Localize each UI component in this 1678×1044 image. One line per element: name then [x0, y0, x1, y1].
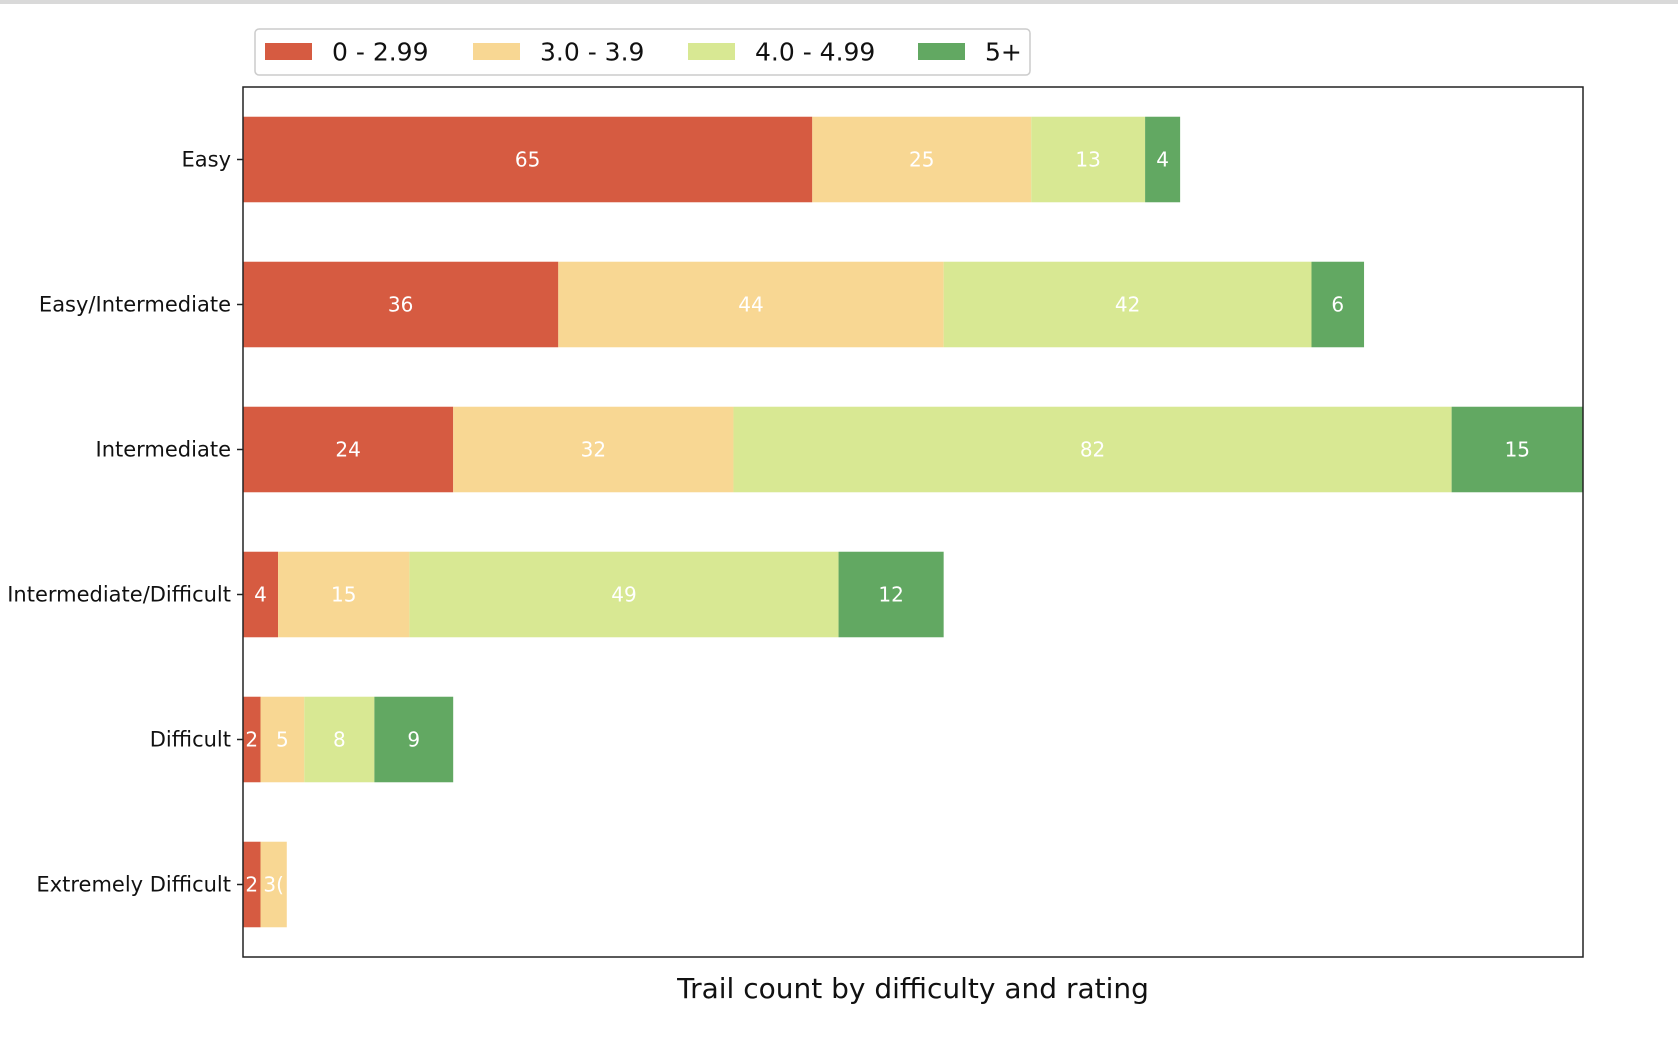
bar-segment — [1451, 406, 1583, 493]
bar-value-label: 9 — [407, 728, 420, 752]
bar-segment — [243, 551, 279, 638]
y-tick-label: Difficult — [150, 728, 231, 752]
y-tick-label: Easy/Intermediate — [39, 293, 231, 317]
bar-segment — [243, 696, 261, 783]
bar-segment — [260, 696, 305, 783]
bar-segment — [374, 696, 454, 783]
bar-segment — [243, 261, 559, 348]
bar-segment — [243, 116, 813, 203]
bar-value-label: 2 — [245, 873, 258, 897]
legend-label: 4.0 - 4.99 — [755, 38, 875, 67]
bar-value-label: 3( — [263, 873, 284, 897]
bar-value-label: 44 — [738, 293, 763, 317]
bar-segment — [943, 261, 1312, 348]
bar-segment — [838, 551, 944, 638]
bar-segment — [243, 406, 454, 493]
bar-value-label: 36 — [388, 293, 413, 317]
y-tick-label: Intermediate/Difficult — [7, 583, 231, 607]
bar-value-label: 2 — [245, 728, 258, 752]
legend-swatch — [918, 43, 965, 60]
y-tick-label: Extremely Difficult — [36, 873, 231, 897]
window-top-border — [0, 0, 1678, 4]
bar-value-label: 13 — [1075, 148, 1100, 172]
bar-value-label: 49 — [611, 583, 636, 607]
bar-segment — [1311, 261, 1365, 348]
bar-value-label: 24 — [335, 438, 360, 462]
bar-segment — [260, 841, 287, 928]
legend-swatch — [265, 43, 312, 60]
legend: 0 - 2.99 3.0 - 3.9 4.0 - 4.99 5+ — [254, 28, 1031, 76]
bar-value-label: 32 — [581, 438, 606, 462]
bar-value-label: 65 — [515, 148, 540, 172]
bar-value-label: 8 — [333, 728, 346, 752]
bar-value-label: 25 — [909, 148, 934, 172]
bar-value-label: 5 — [276, 728, 289, 752]
bar-segment — [409, 551, 839, 638]
legend-label: 0 - 2.99 — [332, 38, 428, 67]
bar-value-label: 6 — [1331, 293, 1344, 317]
plot-frame — [242, 86, 1584, 958]
bar-value-label: 4 — [1156, 148, 1169, 172]
legend-swatch — [688, 43, 735, 60]
bar-segment — [558, 261, 944, 348]
bar-segment — [812, 116, 1032, 203]
bar-segment — [733, 406, 1452, 493]
bar-value-label: 42 — [1115, 293, 1140, 317]
bar-segment — [1145, 116, 1181, 203]
bar-value-label: 15 — [1505, 438, 1530, 462]
bar-value-label: 12 — [878, 583, 903, 607]
x-axis-label: Trail count by difficulty and rating — [676, 972, 1149, 1005]
y-tick-label: Easy — [181, 148, 231, 172]
bar-segment — [1031, 116, 1146, 203]
bar-segment — [453, 406, 734, 493]
legend-label: 5+ — [985, 38, 1022, 67]
y-tick-label: Intermediate — [96, 438, 232, 462]
bar-segment — [278, 551, 410, 638]
bar-value-label: 82 — [1080, 438, 1105, 462]
legend-swatch — [473, 43, 520, 60]
bar-value-label: 15 — [331, 583, 356, 607]
bar-segment — [243, 841, 261, 928]
legend-label: 3.0 - 3.9 — [540, 38, 644, 67]
bar-segment — [304, 696, 375, 783]
legend-box — [254, 28, 1031, 76]
bar-value-label: 4 — [254, 583, 267, 607]
